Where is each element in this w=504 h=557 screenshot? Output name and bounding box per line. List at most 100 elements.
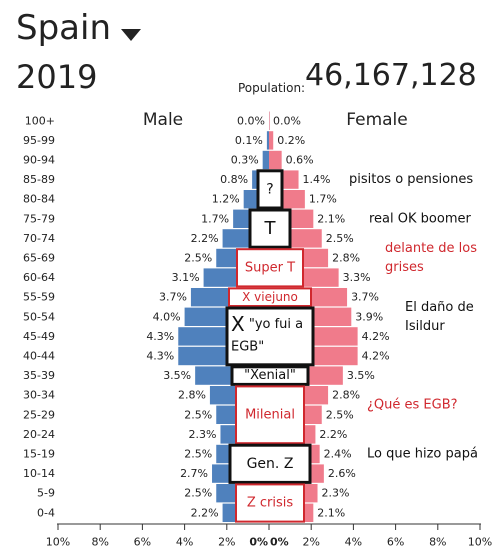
age-group-label: 25-29 [23, 408, 55, 421]
female-value-label: 1.4% [303, 173, 331, 186]
annotation-box-label: EGB" [231, 340, 264, 355]
x-tick-label: 2% [302, 536, 319, 549]
male-value-label: 3.5% [163, 369, 191, 382]
x-tick-label: 10% [468, 536, 492, 549]
female-value-label: 4.2% [362, 350, 390, 363]
age-group-label: 75-79 [23, 212, 55, 225]
male-value-label: 0.8% [220, 173, 248, 186]
male-value-label: 2.2% [191, 232, 219, 245]
year-title: 2019 [16, 58, 98, 96]
male-bar [266, 131, 269, 150]
female-value-label: 0.6% [286, 154, 314, 167]
age-group-label: 10-14 [23, 467, 55, 480]
x-tick-label: 0% [270, 536, 289, 549]
annotation-note: grises [385, 260, 424, 275]
age-group-label: 55-59 [23, 291, 55, 304]
female-bar [269, 111, 270, 130]
age-group-label: 30-34 [23, 389, 55, 402]
annotation-box [228, 287, 312, 307]
x-tick-label: 4% [345, 536, 362, 549]
age-group-label: 95-99 [23, 134, 55, 147]
female-value-label: 0.0% [273, 114, 301, 127]
x-tick-label: 10% [46, 536, 70, 549]
male-value-label: 0.0% [237, 114, 265, 127]
age-group-label: 100+ [25, 114, 55, 127]
annotation-box-label: X "yo fui a [231, 312, 303, 336]
female-value-label: 2.8% [332, 252, 360, 265]
x-tick-label: 0% [249, 536, 268, 549]
female-value-label: 2.6% [328, 467, 356, 480]
legend-female: Female [346, 110, 407, 130]
annotation-box-label: Milenial [245, 407, 295, 422]
male-value-label: 4.0% [153, 310, 181, 323]
male-value-label: 2.5% [184, 252, 212, 265]
annotation-box [228, 443, 312, 484]
female-value-label: 2.5% [326, 408, 354, 421]
female-value-label: 1.7% [309, 193, 337, 206]
x-tick-label: 8% [91, 536, 108, 549]
male-value-label: 2.3% [189, 428, 217, 441]
female-value-label: 3.3% [343, 271, 371, 284]
age-group-label: 45-49 [23, 330, 55, 343]
annotation-box-label: ? [266, 181, 273, 197]
annotation-box [225, 306, 315, 367]
age-group-label: 70-74 [23, 232, 55, 245]
male-bar [262, 150, 269, 170]
male-value-label: 0.3% [231, 154, 259, 167]
annotation-box [235, 483, 305, 523]
male-value-label: 3.1% [172, 271, 200, 284]
age-group-label: 40-44 [23, 350, 55, 363]
female-value-label: 2.4% [324, 448, 352, 461]
annotation-box [230, 365, 310, 386]
male-value-label: 2.7% [180, 467, 208, 480]
age-group-label: 20-24 [23, 428, 55, 441]
annotation-box [236, 248, 304, 288]
annotation-box-label: X viejuno [242, 290, 298, 304]
country-dropdown-caret-icon[interactable] [121, 29, 141, 41]
annotation-box [256, 169, 284, 210]
age-group-label: 0-4 [37, 506, 55, 519]
annotation-box-label: T [264, 218, 277, 239]
female-value-label: 2.1% [317, 506, 345, 519]
female-value-label: 2.8% [332, 389, 360, 402]
male-value-label: 2.8% [178, 389, 206, 402]
male-value-label: 4.3% [146, 330, 174, 343]
age-group-label: 5-9 [37, 487, 55, 500]
x-tick-label: 2% [218, 536, 235, 549]
male-value-label: 2.5% [184, 487, 212, 500]
x-tick-label: 6% [387, 536, 404, 549]
age-group-label: 85-89 [23, 173, 55, 186]
age-group-label: 90-94 [23, 154, 55, 167]
male-value-label: 2.5% [184, 408, 212, 421]
x-tick-label: 6% [134, 536, 151, 549]
female-value-label: 3.5% [347, 369, 375, 382]
male-value-label: 0.1% [235, 134, 263, 147]
annotation-box [235, 385, 305, 445]
male-value-label: 2.2% [191, 506, 219, 519]
annotation-note: delante de los [385, 241, 477, 256]
x-tick-label: 4% [176, 536, 193, 549]
female-value-label: 4.2% [362, 330, 390, 343]
legend-male: Male [143, 110, 183, 130]
age-group-label: 65-69 [23, 252, 55, 265]
annotation-box [248, 208, 292, 249]
x-tick-label: 8% [429, 536, 446, 549]
female-value-label: 3.9% [355, 310, 383, 323]
female-bar [269, 131, 274, 150]
male-value-label: 1.7% [201, 212, 229, 225]
female-value-label: 3.7% [351, 291, 379, 304]
male-value-label: 1.2% [212, 193, 240, 206]
annotation-note: El daño de [405, 300, 474, 315]
female-value-label: 2.5% [326, 232, 354, 245]
age-group-label: 60-64 [23, 271, 55, 284]
female-value-label: 0.2% [277, 134, 305, 147]
annotation-box-label: Super T [245, 260, 295, 275]
male-value-label: 2.5% [184, 448, 212, 461]
male-value-label: 4.3% [146, 350, 174, 363]
female-bar [269, 150, 282, 170]
female-value-label: 2.2% [319, 428, 347, 441]
age-group-label: 50-54 [23, 310, 55, 323]
age-group-label: 80-84 [23, 193, 55, 206]
female-value-label: 2.1% [317, 212, 345, 225]
